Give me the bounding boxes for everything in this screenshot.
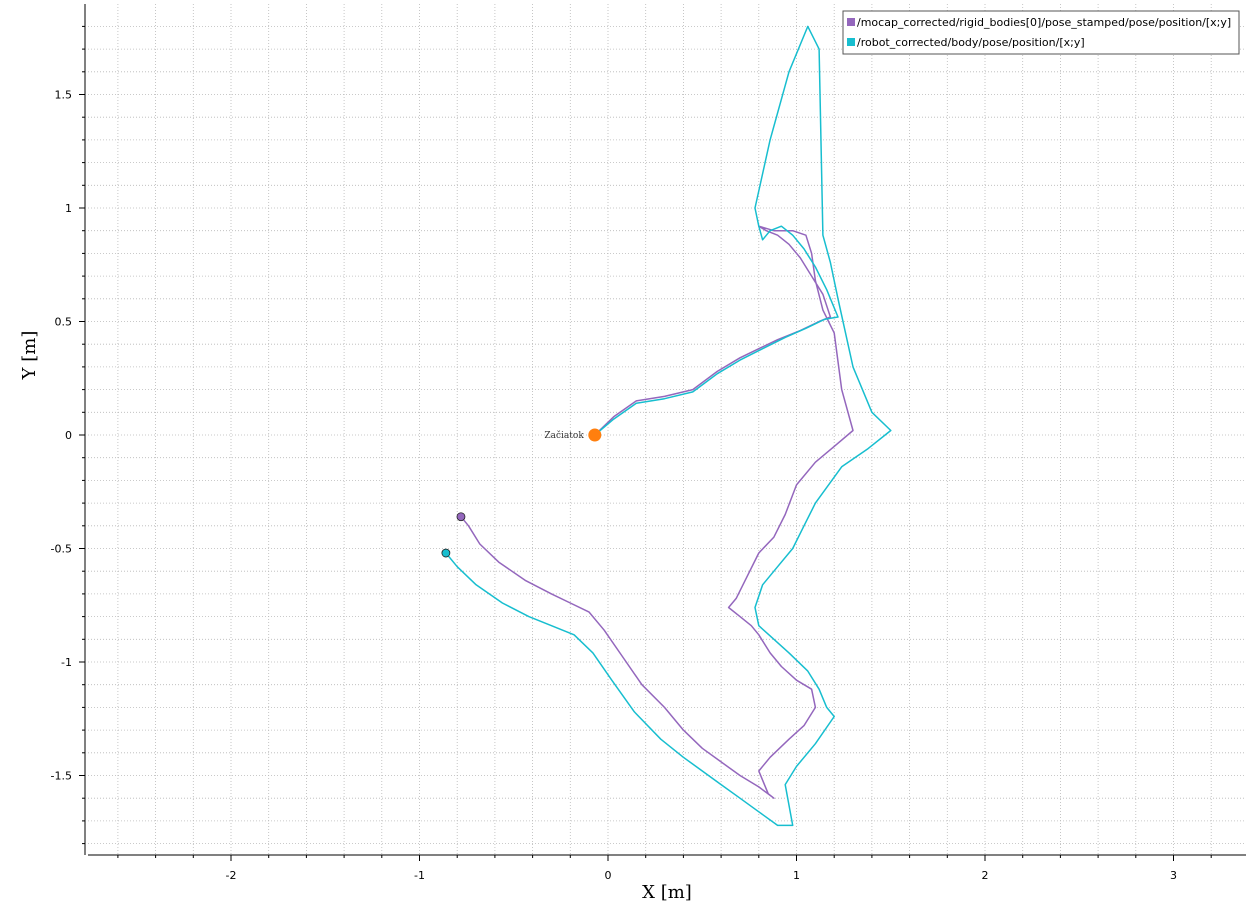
y-tick-label: 1: [65, 202, 72, 215]
grid-lines: [88, 4, 1246, 855]
series-lines[interactable]: [441, 25, 892, 827]
series-line-2[interactable]: [445, 25, 892, 827]
start-annotation: Začiatok: [544, 428, 602, 442]
start-point-label: Začiatok: [544, 430, 584, 441]
x-tick-label: -1: [414, 869, 425, 882]
y-tick-label: 1.5: [55, 89, 73, 102]
x-axis-title: X [m]: [642, 882, 692, 903]
legend-label-1[interactable]: /mocap_corrected/rigid_bodies[0]/pose_st…: [857, 16, 1231, 29]
series-line-1[interactable]: [460, 225, 854, 799]
x-tick-label: -2: [226, 869, 237, 882]
y-tick-label: -1.5: [51, 770, 72, 783]
x-tick-label: 3: [1170, 869, 1177, 882]
y-tick-label: 0.5: [55, 316, 73, 329]
axes: [84, 4, 1246, 856]
y-axis-title: Y [m]: [19, 331, 40, 381]
start-point-marker: [588, 428, 602, 442]
y-tick-label: -1: [61, 656, 72, 669]
y-tick-label: 0: [65, 429, 72, 442]
x-tick-label: 0: [605, 869, 612, 882]
legend-swatch-1: [847, 18, 855, 26]
legend-box: [842, 10, 1240, 55]
tick-marks: -2 -1 0 1 2 3 -1.5 -1 -0.5 0 0.5 1 1.5: [51, 25, 1212, 882]
series-end-marker-1: [456, 512, 466, 522]
legend-label-2[interactable]: /robot_corrected/body/pose/position/[x;y…: [857, 36, 1085, 49]
y-tick-label: -0.5: [51, 543, 72, 556]
legend[interactable]: /mocap_corrected/rigid_bodies[0]/pose_st…: [842, 10, 1240, 55]
x-tick-label: 1: [793, 869, 800, 882]
x-tick-label: 2: [982, 869, 989, 882]
legend-swatch-2: [847, 38, 855, 46]
series-end-marker-2: [441, 548, 451, 558]
